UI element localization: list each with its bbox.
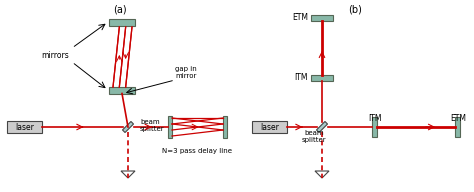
Text: beam
splitter: beam splitter <box>301 130 326 143</box>
Text: mirrors: mirrors <box>41 50 69 60</box>
Bar <box>311 15 333 21</box>
Text: N=3 pass delay line: N=3 pass delay line <box>163 148 233 154</box>
Bar <box>253 121 288 133</box>
Text: ETM: ETM <box>292 13 308 22</box>
Text: ITM: ITM <box>294 74 308 83</box>
Bar <box>109 18 135 26</box>
Bar <box>373 117 377 137</box>
Polygon shape <box>315 171 329 178</box>
Text: (a): (a) <box>113 5 127 15</box>
Bar <box>168 116 172 138</box>
Text: gap in
mirror: gap in mirror <box>175 65 197 79</box>
Bar <box>311 75 333 81</box>
Bar <box>456 117 461 137</box>
Polygon shape <box>317 122 328 132</box>
Polygon shape <box>121 171 135 178</box>
Text: laser: laser <box>261 122 280 132</box>
Polygon shape <box>122 122 134 132</box>
Text: ETM: ETM <box>450 114 466 123</box>
Bar <box>223 116 227 138</box>
Bar <box>109 87 135 94</box>
Text: (b): (b) <box>348 5 362 15</box>
Text: ITM: ITM <box>368 114 382 123</box>
Bar <box>8 121 43 133</box>
Text: laser: laser <box>16 122 35 132</box>
Text: beam
splitter: beam splitter <box>140 119 164 132</box>
